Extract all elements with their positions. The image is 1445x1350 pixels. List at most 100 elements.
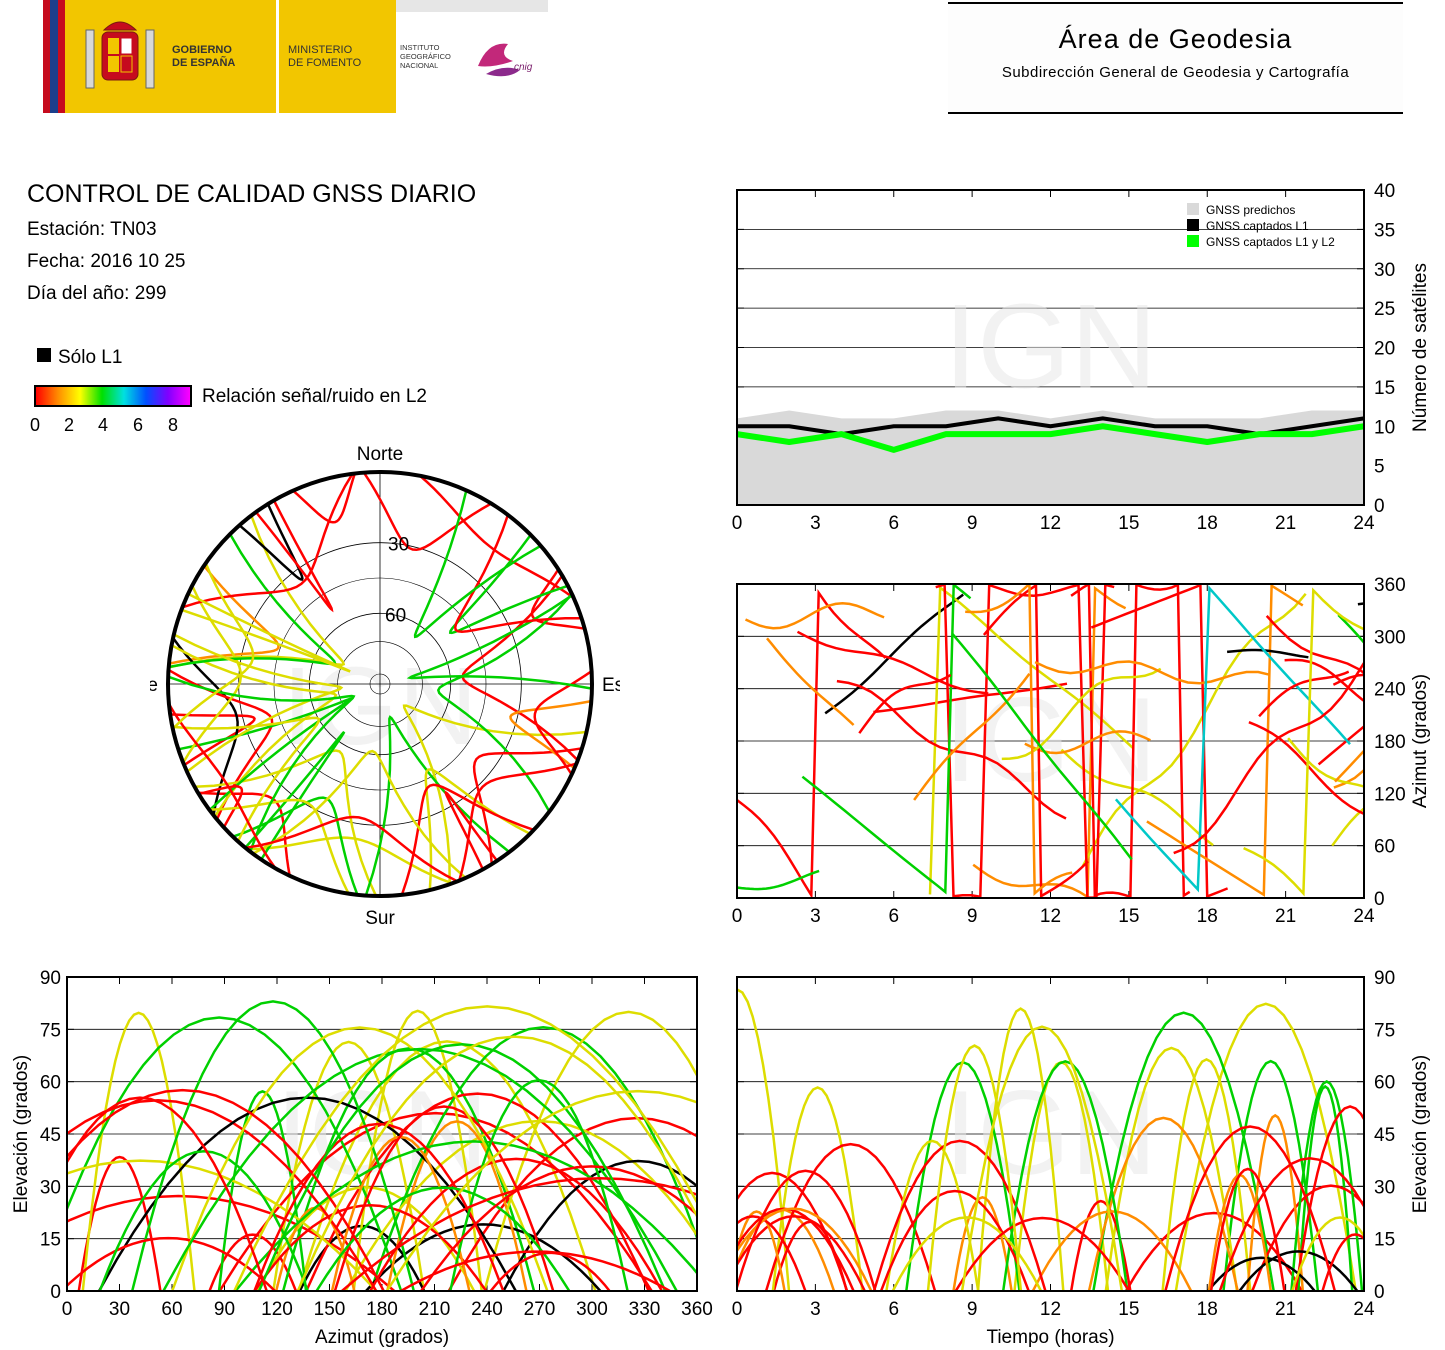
y-tick-label: 5 [1374, 457, 1385, 478]
x-tick-label: 360 [681, 1299, 713, 1320]
y-tick-label: 0 [1374, 1282, 1385, 1303]
satellite-track [489, 1251, 611, 1291]
x-tick-label: 12 [1040, 906, 1061, 927]
satellite-track [951, 633, 1133, 861]
y-tick-label: 0 [50, 1282, 61, 1303]
satellite-track [253, 1204, 488, 1291]
satellite-track [419, 474, 575, 600]
satellite-track [954, 1216, 1130, 1291]
satellite-track [208, 1233, 298, 1291]
satellite-track [257, 1043, 667, 1291]
x-tick-label: 0 [62, 1299, 73, 1320]
satellite-tracks [67, 1000, 697, 1291]
y-axis-label: Número de satélites [1410, 263, 1431, 432]
satellite-track [130, 1000, 416, 1291]
satellite-track [364, 715, 511, 896]
satellite-track [737, 1171, 849, 1291]
y-tick-label: 75 [40, 1020, 61, 1041]
x-tick-label: 9 [967, 1299, 978, 1320]
satellite-track [168, 515, 346, 669]
satellite-track [255, 499, 334, 613]
x-tick-label: 15 [1118, 906, 1139, 927]
satellite-track [1161, 1057, 1252, 1291]
satellite-track [737, 1169, 877, 1291]
satellite-track [1226, 648, 1309, 659]
satellite-track [448, 534, 569, 635]
snr-tick: 0 [30, 415, 41, 435]
snr-tick: 6 [133, 415, 144, 435]
satellite-track [824, 593, 964, 715]
area-box [948, 2, 1403, 114]
satellite-track [67, 1088, 385, 1291]
satellite-track [1243, 587, 1364, 897]
satellite-track [935, 584, 1115, 898]
satellite-track [457, 762, 577, 882]
area-title: Área de Geodesia [1058, 24, 1293, 54]
satellite-track [1317, 724, 1364, 766]
satellite-track [873, 682, 1068, 714]
satellite-track [424, 768, 531, 891]
y-tick-label: 25 [1374, 299, 1395, 320]
satellite-track [1222, 1059, 1320, 1291]
y-tick-label: 30 [40, 1177, 61, 1198]
x-tick-label: 3 [810, 513, 821, 534]
satellite-track [238, 503, 304, 581]
x-tick-label: 120 [261, 1299, 293, 1320]
satellite-track [369, 1157, 663, 1291]
satellite-track [1209, 1167, 1286, 1291]
satellite-tracks [168, 472, 592, 896]
x-tick-label: 18 [1197, 1299, 1218, 1320]
satellite-track [960, 1025, 1124, 1291]
satellite-track [965, 584, 1073, 896]
satellite-track [737, 1214, 866, 1291]
snr-tick: 2 [64, 415, 75, 435]
y-tick-label: 20 [1374, 339, 1395, 360]
y-tick-label: 15 [40, 1230, 61, 1251]
ign-logo-box [396, 12, 548, 113]
satellite-track [198, 785, 244, 829]
report-title: CONTROL DE CALIDAD GNSS DIARIO [27, 180, 477, 208]
satellite-track [1124, 1211, 1303, 1291]
satellite-track [67, 1096, 268, 1291]
x-tick-label: 9 [967, 906, 978, 927]
satellite-track [1291, 1216, 1364, 1291]
satellite-track [453, 514, 582, 633]
satellite-track [400, 1250, 671, 1291]
satellite-track [1001, 667, 1162, 761]
y-tick-label: 360 [1374, 575, 1406, 596]
satellite-track [218, 1111, 653, 1291]
satellite-track [913, 672, 1031, 801]
satellite-track [926, 1044, 1023, 1291]
header-strip [396, 0, 548, 12]
snr-colorbar [34, 385, 192, 407]
y-tick-label: 60 [40, 1073, 61, 1094]
l1-only-swatch [37, 348, 51, 362]
x-tick-label: 6 [888, 513, 899, 534]
legend-swatch [1187, 203, 1199, 215]
satellite-track [444, 790, 498, 870]
coat-of-arms-icon [85, 21, 155, 89]
y-tick-label: 45 [40, 1125, 61, 1146]
satellite-track [737, 1207, 873, 1291]
satellite-track [272, 1040, 426, 1291]
satellite-track [402, 704, 587, 885]
satellite-track [509, 699, 592, 770]
y-tick-label: 40 [1374, 181, 1395, 202]
x-axis-label: Tiempo (horas) [986, 1327, 1114, 1348]
x-tick-label: 180 [366, 1299, 398, 1320]
ign-label: INSTITUTO GEOGRÁFICO NACIONAL [400, 43, 451, 70]
satellite-track [1238, 1250, 1359, 1291]
x-tick-label: 6 [888, 906, 899, 927]
satellite-track [801, 584, 972, 895]
satellite-track [297, 1040, 597, 1291]
satellite-track [1251, 1184, 1364, 1291]
satellite-track [171, 562, 255, 730]
plot-frame [736, 976, 1365, 1292]
x-tick-label: 24 [1353, 1299, 1375, 1320]
station-label: Estación: TN03 [27, 219, 157, 240]
satellite-track [181, 473, 354, 609]
watermark: IGN [944, 1066, 1157, 1200]
satellite-track [209, 798, 350, 895]
